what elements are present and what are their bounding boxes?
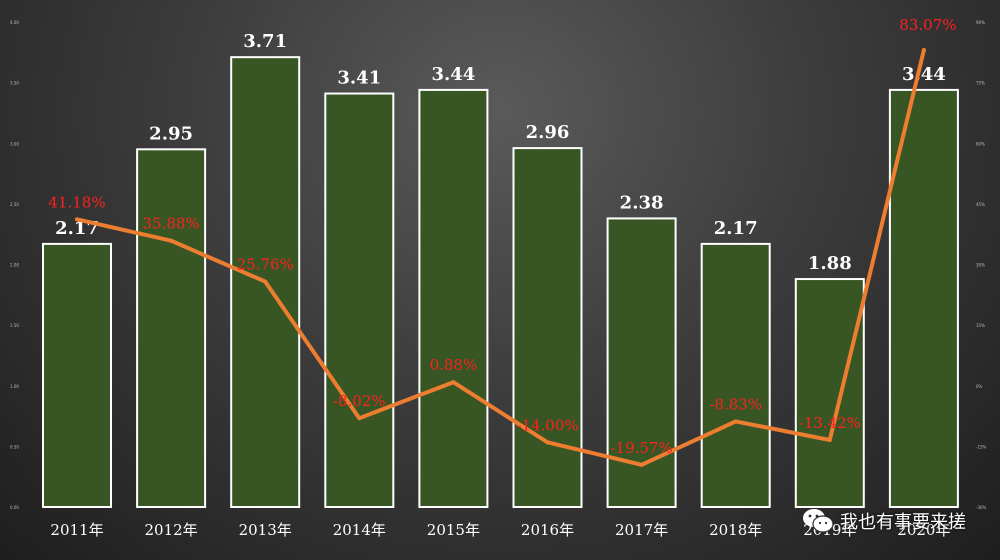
bar-value-label: 2.96 [526,122,570,143]
left-tick-label: 4.00 [10,20,19,25]
bar-value-label: 2.95 [149,123,193,144]
growth-value-label: 35.88% [142,215,199,233]
bar-value-label: 2.38 [620,192,664,213]
bar [512,147,583,508]
x-tick-label: 2015年 [427,521,480,539]
growth-line-series [75,48,926,467]
bar [324,92,395,508]
bar [136,148,207,508]
growth-value-label: 0.88% [430,356,478,374]
x-tick-label: 2017年 [615,521,668,539]
x-tick-label: 2020年 [897,521,950,539]
growth-point [545,440,550,445]
growth-value-label: -8.83% [709,395,762,413]
right-tick-label: 90% [976,20,985,25]
growth-point [263,279,268,284]
growth-value-labels: 41.18% 35.88% 25.76% -8.02% 0.88% -14.00% -19.… [48,16,956,457]
growth-value-label: -19.57% [610,439,672,457]
bar-value-label: 3.71 [243,31,287,52]
bar-value-labels: 2.172.953.713.41 3.442.962.382.171.883.44 [55,31,946,274]
growth-value-label: 25.76% [237,256,294,274]
left-tick-label: 0.50 [10,444,19,449]
right-tick-label: 15% [976,323,985,328]
growth-line [75,48,926,467]
bar [888,88,959,509]
growth-point [827,437,832,442]
x-tick-label: 2011年 [50,521,103,539]
growth-point [169,238,174,243]
right-tick-label: 30% [976,263,985,268]
wechat-icon [803,509,834,533]
left-tick-label: 2.50 [10,202,19,207]
left-tick-label: 0.00 [10,505,19,510]
bar [794,278,865,508]
growth-value-label: -14.00% [516,416,578,434]
x-tick-label: 2018年 [709,521,762,539]
right-tick-label: 60% [976,141,985,146]
bar [700,242,771,508]
left-tick-label: 3.00 [10,141,19,146]
bar-value-label: 3.44 [431,64,475,85]
growth-value-label: 41.18% [48,193,105,211]
left-axis: 0.00 0.50 1.00 1.50 2.00 2.50 3.00 3.50 4.00 [10,20,19,510]
right-tick-label: -30% [976,505,987,510]
growth-point [75,217,79,222]
growth-point [639,462,644,467]
growth-point [733,419,738,424]
left-tick-label: 3.50 [10,81,19,86]
x-tick-label: 2014年 [333,521,386,539]
growth-point [357,416,362,421]
bar-value-label: 3.41 [337,68,381,89]
left-tick-label: 1.00 [10,384,19,389]
x-tick-label: 2016年 [521,521,574,539]
bar [42,242,112,508]
watermark: 我也有事要来搓 [802,508,966,534]
bar [418,88,489,509]
growth-value-label: 83.07% [899,16,956,34]
x-tick-label: 2012年 [145,521,198,539]
growth-point [921,48,926,53]
growth-value-label: -8.02% [333,392,386,410]
right-tick-label: -15% [976,444,987,449]
x-tick-label: 2013年 [239,521,292,539]
right-tick-label: 45% [976,202,985,207]
watermark-text: 我也有事要来搓 [840,512,966,533]
growth-point [451,380,456,385]
right-tick-label: 75% [976,81,985,86]
left-tick-label: 2.00 [10,263,19,268]
right-tick-label: 0% [976,384,983,389]
right-axis: -30% -15% 0% 15% 30% 45% 60% 75% 90% [976,20,987,510]
growth-value-label: -13.42% [799,414,861,432]
x-axis-category-labels: 2011年 2012年 2013年 2014年 2015年 2016年 2017年 2018年… [50,521,950,539]
left-tick-label: 1.50 [10,323,19,328]
bar-value-label: 1.88 [808,253,852,274]
bar-value-label: 3.44 [902,64,946,85]
bar-value-label: 2.17 [714,218,758,239]
